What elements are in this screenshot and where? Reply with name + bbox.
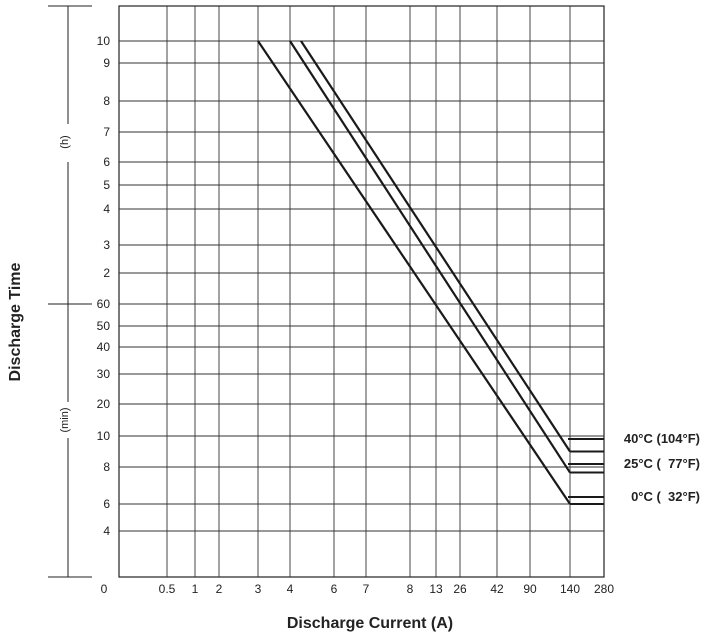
y-tick-hours-2: 2 <box>103 266 110 280</box>
y-tick-hours-5: 5 <box>103 178 110 192</box>
x-tick-6: 6 <box>331 582 338 596</box>
legend-label-0: 40°C (104°F) <box>624 431 700 446</box>
grid <box>118 5 605 578</box>
plot-frame <box>118 5 605 578</box>
x-tick-4: 3 <box>255 582 262 596</box>
x-tick-13: 140 <box>560 582 580 596</box>
y-tick-minutes-50: 50 <box>97 319 111 333</box>
y-tick-minutes-20: 20 <box>97 397 111 411</box>
y-tick-minutes-60: 60 <box>97 297 111 311</box>
y-tick-minutes-4: 4 <box>103 524 110 538</box>
series-line-0 <box>300 40 571 453</box>
x-tick-9: 13 <box>429 582 443 596</box>
y-tick-hours-7: 7 <box>103 125 110 139</box>
x-tick-11: 42 <box>490 582 504 596</box>
y-tick-hours-10: 10 <box>97 34 111 48</box>
y-unit-hours: (h) <box>59 135 71 148</box>
x-tick-2: 1 <box>192 582 199 596</box>
y-tick-minutes-10: 10 <box>97 429 111 443</box>
legend-label-1: 25°C ( 77°F) <box>624 456 700 471</box>
y-tick-hours-6: 6 <box>103 155 110 169</box>
y-tick-minutes-6: 6 <box>103 497 110 511</box>
y-tick-hours-3: 3 <box>103 238 110 252</box>
legend: 40°C (104°F) 25°C ( 77°F) 0°C ( 32°F) <box>568 431 700 504</box>
x-tick-5: 4 <box>287 582 294 596</box>
series-lines <box>257 40 604 505</box>
series-line-2 <box>257 40 571 505</box>
x-axis-ticks: 0 0.5 1 2 3 4 6 7 8 13 26 42 90 140 280 <box>101 582 615 596</box>
x-tick-3: 2 <box>216 582 223 596</box>
x-tick-1: 0.5 <box>159 582 176 596</box>
x-tick-14: 280 <box>594 582 614 596</box>
y-tick-hours-9: 9 <box>103 56 110 70</box>
y-unit-minutes: (min) <box>59 407 71 432</box>
y-tick-hours-8: 8 <box>103 94 110 108</box>
x-tick-7: 7 <box>363 582 370 596</box>
x-tick-10: 26 <box>453 582 467 596</box>
y-tick-minutes-30: 30 <box>97 367 111 381</box>
legend-label-2: 0°C ( 32°F) <box>631 489 700 504</box>
x-axis-title: Discharge Current (A) <box>287 615 453 632</box>
x-tick-8: 8 <box>407 582 414 596</box>
x-tick-12: 90 <box>523 582 537 596</box>
y-tick-minutes-40: 40 <box>97 340 111 354</box>
y-tick-minutes-8: 8 <box>103 460 110 474</box>
y-axis-title: Discharge Time <box>7 262 24 381</box>
x-tick-0: 0 <box>101 582 108 596</box>
y-tick-hours-4: 4 <box>103 202 110 216</box>
series-line-1 <box>289 40 571 474</box>
y-axis: 10 9 8 7 6 5 4 3 2 60 50 40 30 20 10 8 6 4 <box>48 5 111 578</box>
